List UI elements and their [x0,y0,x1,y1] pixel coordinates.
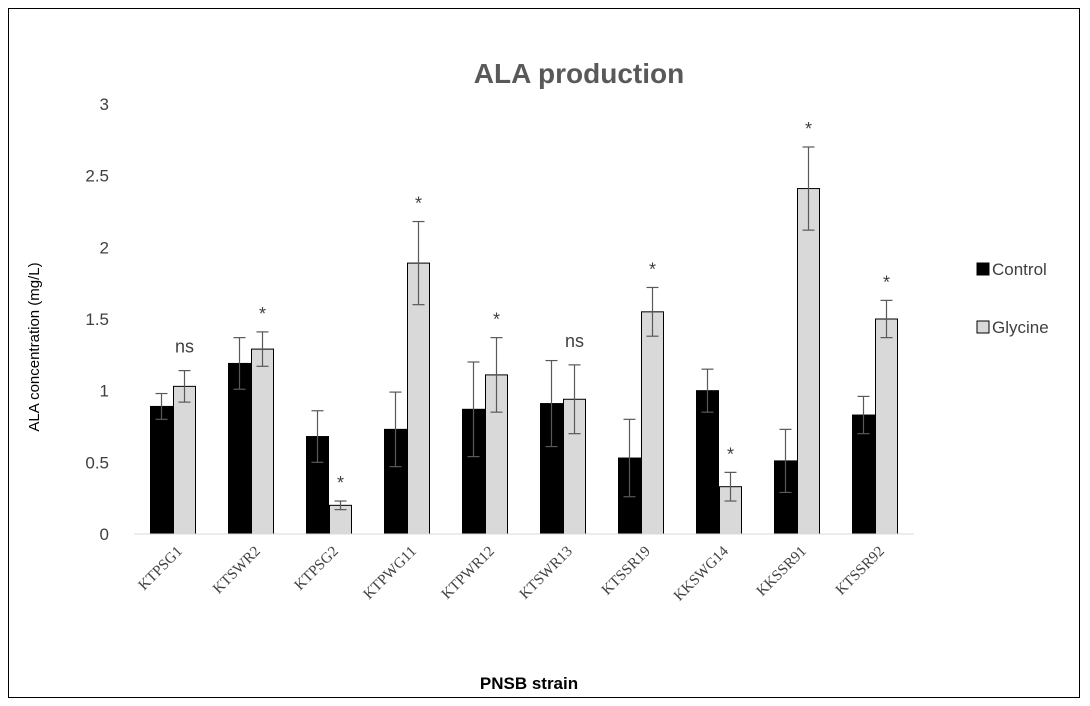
error-bar-control-ktswr2 [233,337,246,390]
legend-label-glycine: Glycine [992,318,1049,337]
error-bar-glycine-ktpwg11 [412,220,425,306]
significance-label: * [415,194,422,214]
significance-label: * [727,444,734,464]
error-bar-glycine-ktssr19 [646,286,659,337]
y-tick-label: 0 [100,525,109,544]
bars-group [150,146,898,535]
error-bar-control-ktpwr12 [467,361,480,458]
legend-label-control: Control [992,260,1047,279]
significance-annotations: ns * * * * ns * * * * [175,119,890,493]
y-tick-label: 2 [100,238,109,257]
bar-glycine-ktssr92 [875,318,898,535]
chart-frame: ALA production ALA concentration (mg/L) … [8,8,1080,698]
bar-glycine-ktssr19 [641,311,664,535]
significance-label: * [883,272,890,292]
x-tick-label: KTPSG1 [136,544,186,594]
error-bar-glycine-ktpsg2 [334,500,347,511]
x-tick-label: KTPWR12 [439,544,498,603]
chart-title: ALA production [474,58,684,89]
x-tick-label: KTSSR19 [599,544,654,599]
y-tick-label: 1 [100,382,109,401]
x-tick-label: KTPSG2 [292,544,342,594]
legend-swatch-control [976,262,990,276]
error-bar-control-kkswg14 [701,368,714,413]
significance-label: ns [175,337,194,357]
y-tick-label: 0.5 [85,453,109,472]
error-bar-control-ktpsg2 [311,410,324,463]
x-axis-ticks: KTPSG1 KTSWR2 KTPSG2 KTPWG11 KTPWR12 KTSWR13 K… [136,543,888,604]
x-axis-label: PNSB strain [480,674,578,693]
y-tick-label: 1.5 [85,310,109,329]
x-tick-label: KKSWG14 [671,543,732,604]
error-bar-glycine-kkswg14 [724,471,737,502]
error-bar-control-ktssr19 [623,418,636,498]
y-tick-label: 3 [100,95,109,114]
error-bar-glycine-ktpsg1 [178,370,191,403]
y-axis-ticks: 0 0.5 1 1.5 2 2.5 3 [85,95,109,544]
bar-control-ktpsg1 [150,405,173,535]
error-bar-control-ktpsg1 [155,392,168,420]
significance-label: ns [565,331,584,351]
error-bar-glycine-ktswr13 [568,364,581,435]
legend: Control Glycine [976,260,1049,337]
error-bar-control-ktswr13 [545,359,558,448]
x-tick-label: KTPWG11 [361,544,420,603]
error-bar-control-ktssr92 [857,395,870,435]
significance-label: * [649,259,656,279]
error-bar-control-ktpwg11 [389,391,402,468]
bar-glycine-ktpsg1 [173,385,196,535]
error-bar-glycine-kkssr91 [802,146,815,231]
bar-chart: ALA production ALA concentration (mg/L) … [26,58,1049,693]
significance-label: * [259,304,266,324]
y-tick-label: 2.5 [85,167,109,186]
x-tick-label: KKSSR91 [754,544,810,600]
legend-swatch-glycine [976,320,990,334]
significance-label: * [337,473,344,493]
error-bar-glycine-ktssr92 [880,299,893,339]
significance-label: * [805,119,812,139]
error-bar-glycine-ktswr2 [256,331,269,367]
x-tick-label: KTSWR2 [210,544,264,598]
error-bar-control-kkssr91 [779,428,792,494]
x-tick-label: KTSSR92 [833,544,888,599]
bar-glycine-kkssr91 [797,188,820,535]
x-tick-label: KTSWR13 [517,544,576,603]
significance-label: * [493,310,500,330]
y-axis-label: ALA concentration (mg/L) [26,262,43,431]
error-bar-glycine-ktpwr12 [490,337,503,413]
bar-glycine-ktswr2 [251,348,274,535]
